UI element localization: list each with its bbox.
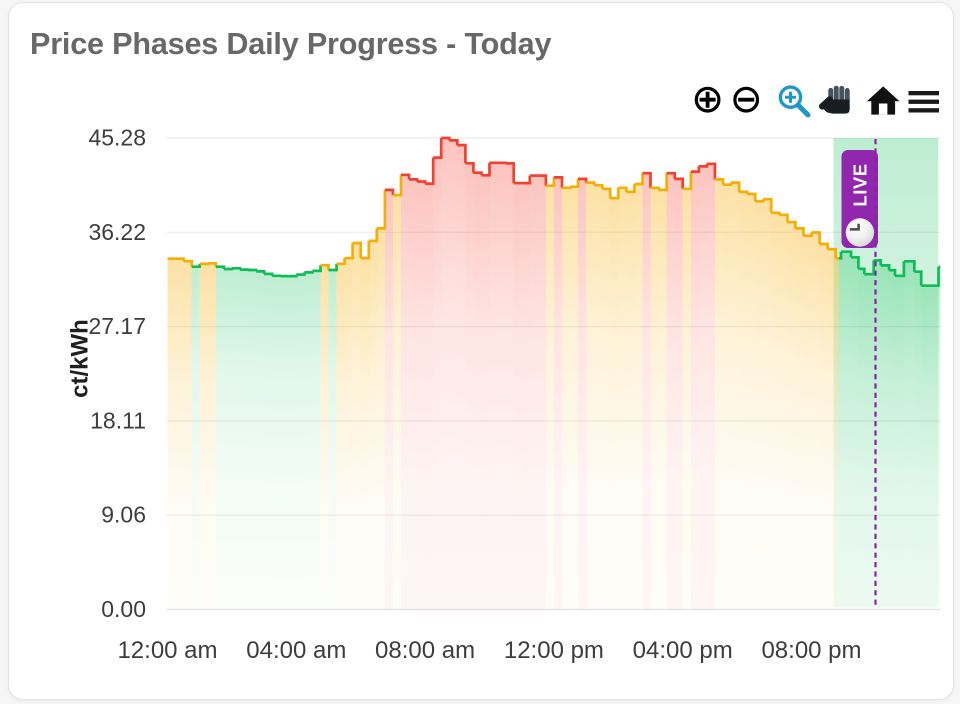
svg-text:0.00: 0.00 <box>101 596 146 622</box>
svg-text:27.17: 27.17 <box>88 313 146 339</box>
svg-text:45.28: 45.28 <box>88 125 146 151</box>
svg-text:08:00 am: 08:00 am <box>375 637 475 664</box>
svg-text:36.22: 36.22 <box>88 219 146 245</box>
svg-text:LIVE: LIVE <box>849 163 870 206</box>
svg-text:18.11: 18.11 <box>90 408 146 434</box>
svg-text:04:00 am: 04:00 am <box>246 637 346 664</box>
svg-text:08:00 pm: 08:00 pm <box>761 637 861 664</box>
svg-text:9.06: 9.06 <box>101 502 146 528</box>
svg-text:04:00 pm: 04:00 pm <box>633 637 733 664</box>
svg-text:ct/kWh: ct/kWh <box>67 319 94 398</box>
svg-text:12:00 pm: 12:00 pm <box>504 637 604 664</box>
svg-text:12:00 am: 12:00 am <box>117 637 217 664</box>
